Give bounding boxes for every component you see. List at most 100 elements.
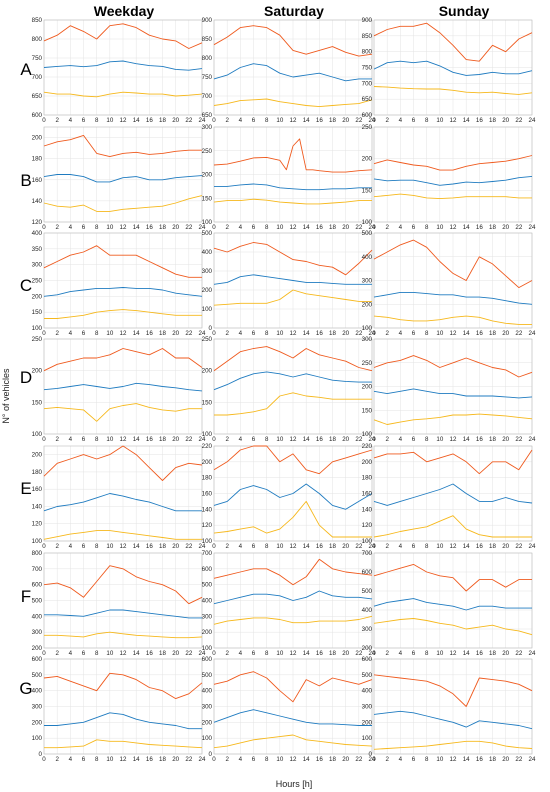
series-line-top	[43, 445, 203, 481]
y-tick-label: 500	[362, 230, 373, 237]
x-tick-label: 2	[55, 436, 59, 443]
x-tick-label: 0	[212, 756, 216, 763]
x-tick-label: 20	[172, 117, 179, 124]
x-tick-label: 18	[489, 436, 496, 443]
x-tick-label: 18	[489, 330, 496, 337]
x-tick-label: 14	[133, 117, 140, 124]
x-tick-label: 0	[42, 756, 46, 763]
x-tick-label: 12	[120, 543, 127, 550]
x-tick-label: 8	[265, 436, 269, 443]
x-tick-label: 24	[529, 650, 536, 657]
y-tick-label: 300	[32, 629, 43, 636]
x-tick-label: 14	[303, 117, 310, 124]
y-tick-label: 500	[362, 588, 373, 595]
series-line-bottom	[373, 315, 532, 325]
y-tick-label: 100	[32, 325, 43, 332]
plot-frame	[373, 19, 533, 116]
y-tick-label: 300	[202, 613, 213, 620]
series-line-mid	[373, 388, 533, 399]
y-tick-label: 250	[202, 336, 213, 343]
series-line-top	[213, 242, 373, 276]
y-tick-label: 0	[209, 751, 213, 758]
plot-frame	[373, 552, 533, 649]
series-line-mid	[373, 483, 533, 506]
x-tick-label: 0	[42, 543, 46, 550]
series-line-bottom	[43, 403, 202, 422]
y-tick-label: 750	[32, 55, 43, 62]
x-tick-label: 20	[172, 436, 179, 443]
x-tick-label: 12	[120, 117, 127, 124]
x-tick-label: 6	[412, 117, 416, 124]
y-tick-label: 150	[32, 399, 43, 406]
x-tick-label: 18	[159, 650, 166, 657]
x-tick-label: 20	[172, 650, 179, 657]
x-tick-label: 22	[515, 650, 522, 657]
y-tick-label: 700	[362, 550, 373, 557]
series-line-top	[373, 674, 533, 707]
x-tick-label: 14	[133, 650, 140, 657]
y-tick-label: 300	[362, 704, 373, 711]
series-line-top	[213, 558, 373, 586]
x-tick-label: 8	[95, 436, 99, 443]
x-tick-label: 18	[329, 436, 336, 443]
y-tick-label: 140	[32, 503, 43, 510]
y-tick-label: 300	[202, 268, 213, 275]
series-line-mid	[43, 493, 202, 512]
row-label-f: F	[21, 587, 31, 606]
y-tick-label: 100	[202, 219, 213, 226]
panel-c-weekday: 0 2 4 6 8 10 12 14 16 18 20 22 241001502002503003504…	[32, 230, 206, 337]
x-tick-label: 6	[82, 543, 86, 550]
y-tick-label: 200	[202, 368, 213, 375]
y-tick-label: 100	[32, 735, 43, 742]
x-tick-label: 8	[265, 224, 269, 231]
x-tick-label: 20	[342, 436, 349, 443]
y-tick-label: 400	[32, 613, 43, 620]
x-tick-label: 12	[120, 330, 127, 337]
x-tick-label: 2	[55, 650, 59, 657]
y-tick-label: 300	[362, 336, 373, 343]
x-tick-label: 22	[355, 650, 362, 657]
series-line-bottom	[44, 309, 202, 319]
y-tick-label: 200	[32, 135, 43, 142]
x-tick-label: 14	[133, 543, 140, 550]
y-tick-label: 150	[362, 187, 373, 194]
x-tick-label: 0	[212, 330, 216, 337]
y-tick-label: 150	[32, 309, 43, 316]
x-tick-label: 6	[82, 436, 86, 443]
y-tick-label: 600	[202, 566, 213, 573]
y-tick-label: 200	[362, 459, 373, 466]
x-tick-label: 12	[450, 117, 457, 124]
x-tick-label: 12	[450, 650, 457, 657]
plot-frame	[213, 552, 373, 649]
x-tick-label: 20	[342, 756, 349, 763]
y-tick-label: 220	[362, 443, 373, 450]
x-tick-label: 0	[212, 436, 216, 443]
y-tick-label: 120	[362, 522, 373, 529]
x-tick-label: 24	[369, 436, 376, 443]
x-tick-label: 10	[436, 756, 443, 763]
x-tick-label: 22	[355, 436, 362, 443]
series-line-mid	[373, 175, 533, 186]
y-tick-label: 300	[362, 626, 373, 633]
x-tick-label: 6	[252, 330, 256, 337]
x-tick-label: 0	[372, 650, 376, 657]
series-line-top	[373, 155, 533, 171]
y-tick-label: 600	[32, 112, 43, 119]
series-line-bottom	[43, 91, 203, 98]
x-tick-label: 16	[476, 650, 483, 657]
x-tick-label: 22	[355, 756, 362, 763]
x-tick-label: 24	[199, 756, 206, 763]
plot-frame	[213, 338, 373, 435]
x-tick-label: 4	[399, 224, 403, 231]
y-tick-label: 100	[202, 538, 213, 545]
y-tick-label: 700	[362, 80, 373, 87]
series-line-mid	[43, 174, 203, 183]
x-tick-label: 16	[146, 330, 153, 337]
x-tick-label: 22	[185, 543, 192, 550]
x-tick-label: 0	[372, 436, 376, 443]
y-tick-label: 200	[362, 645, 373, 652]
x-tick-label: 14	[133, 436, 140, 443]
y-tick-label: 400	[32, 688, 43, 695]
y-tick-label: 650	[202, 112, 213, 119]
x-tick-label: 10	[436, 330, 443, 337]
